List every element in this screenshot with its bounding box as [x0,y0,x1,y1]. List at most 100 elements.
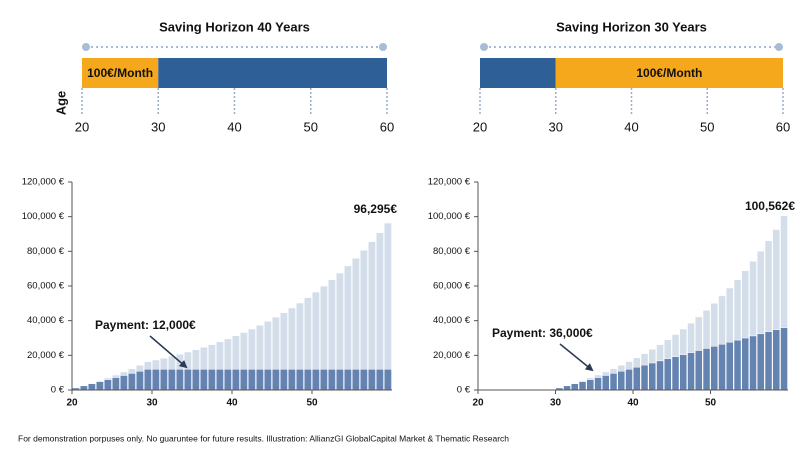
y-tick-label: 60,000 € [433,281,471,292]
bar-segment [184,369,192,391]
bar-segment [648,362,656,391]
bar-segment [328,279,336,370]
bar-segment [625,361,633,370]
y-tick-label: 40,000 € [27,315,65,326]
bar-segment [328,369,336,391]
x-tick-label: 50 [700,119,714,134]
period-segment [480,58,556,88]
bar-segment [633,357,641,368]
y-tick-label: 100,000 € [22,211,65,222]
bar-segment [336,272,344,370]
x-tick-label: 20 [473,119,487,134]
axis-label: Age [53,91,68,116]
bar-segment [609,373,618,391]
x-tick-label: 60 [380,119,394,134]
bar-segment [578,380,587,382]
bar-segment [679,328,687,355]
bar-segment [718,295,726,345]
x-tick-label: 20 [75,119,89,134]
bar-segment [344,265,352,370]
bar-segment [304,297,312,370]
bar-segment [648,349,656,364]
bar-segment [368,369,376,391]
bar-segment [360,250,368,370]
y-tick-label: 0 € [51,385,65,396]
bar-segment [617,371,625,391]
bar-segment [710,303,718,347]
bar-segment [633,366,641,391]
y-tick-label: 80,000 € [27,246,65,257]
bar-segment [104,377,112,380]
x-tick-label: 20 [66,398,78,409]
bar-segment [240,369,248,391]
x-tick-label: 60 [776,119,790,134]
bar-segment [360,369,368,391]
footer: For demonstration porpuses only. No guar… [18,433,509,443]
x-tick-label: 40 [624,119,638,134]
annotation-arrow [149,335,188,369]
bar-segment [264,321,272,370]
x-tick-label: 40 [227,119,241,134]
bar-segment [664,339,672,359]
bar-segment [594,377,602,391]
bar-segment [128,368,136,374]
bar-segment [296,302,304,370]
bar-segment [208,344,216,370]
x-tick-label: 20 [472,398,484,409]
bar-segment [352,369,360,391]
bar-segment [679,354,687,391]
bar-segment [602,375,610,391]
bar-segment [88,382,96,384]
bar-segment [741,337,749,391]
segment-label: 100€/Month [636,66,702,80]
annotation: Payment: 36,000€ [492,326,593,340]
bar-segment [336,369,344,391]
horizon-end [82,43,90,51]
bar-segment [288,369,296,391]
y-tick-label: 100,000 € [428,211,471,222]
bar-segment [733,339,742,391]
bar-segment [280,369,288,391]
annotation: 96,295€ [354,202,398,216]
timeline-title: Saving Horizon 40 Years [159,19,310,34]
y-tick-label: 120,000 € [428,177,471,188]
bar-segment [160,369,168,391]
bar-segment [248,369,256,391]
bar-segment [240,332,248,370]
bar-segment [128,373,136,391]
bar-segment [563,385,571,391]
horizon-end [775,43,783,51]
bar-segment [749,335,757,391]
x-tick-label: 30 [151,119,165,134]
bar-segment [168,356,176,370]
bar-segment [757,333,765,391]
period-segment [158,58,387,88]
bar-segment [733,279,742,341]
bar-segment [144,361,152,370]
bar-segment [224,369,232,391]
bar-segment [594,374,602,378]
bar-segment [96,380,104,382]
bar-segment [772,229,780,330]
bar-segment [656,360,664,391]
bar-segment [726,287,734,343]
bar-segment [136,371,144,391]
bar-segment [376,232,384,370]
x-tick-label: 40 [627,398,639,409]
bar-segment [780,215,788,328]
y-tick-label: 120,000 € [22,177,65,188]
bar-segment [312,369,320,391]
period-segment [82,58,159,88]
bar-segment [640,353,649,366]
bar-segment [224,338,232,370]
bar-segment [586,379,594,391]
bar-segment [384,222,392,370]
bar-segment [104,379,112,391]
bar-segment [152,369,160,391]
bar-segment [248,328,256,370]
bar-segment [578,381,587,391]
period-segment [555,58,783,88]
bar-segment [304,369,312,391]
bar-segment [764,240,773,332]
bar-segment [232,369,240,391]
